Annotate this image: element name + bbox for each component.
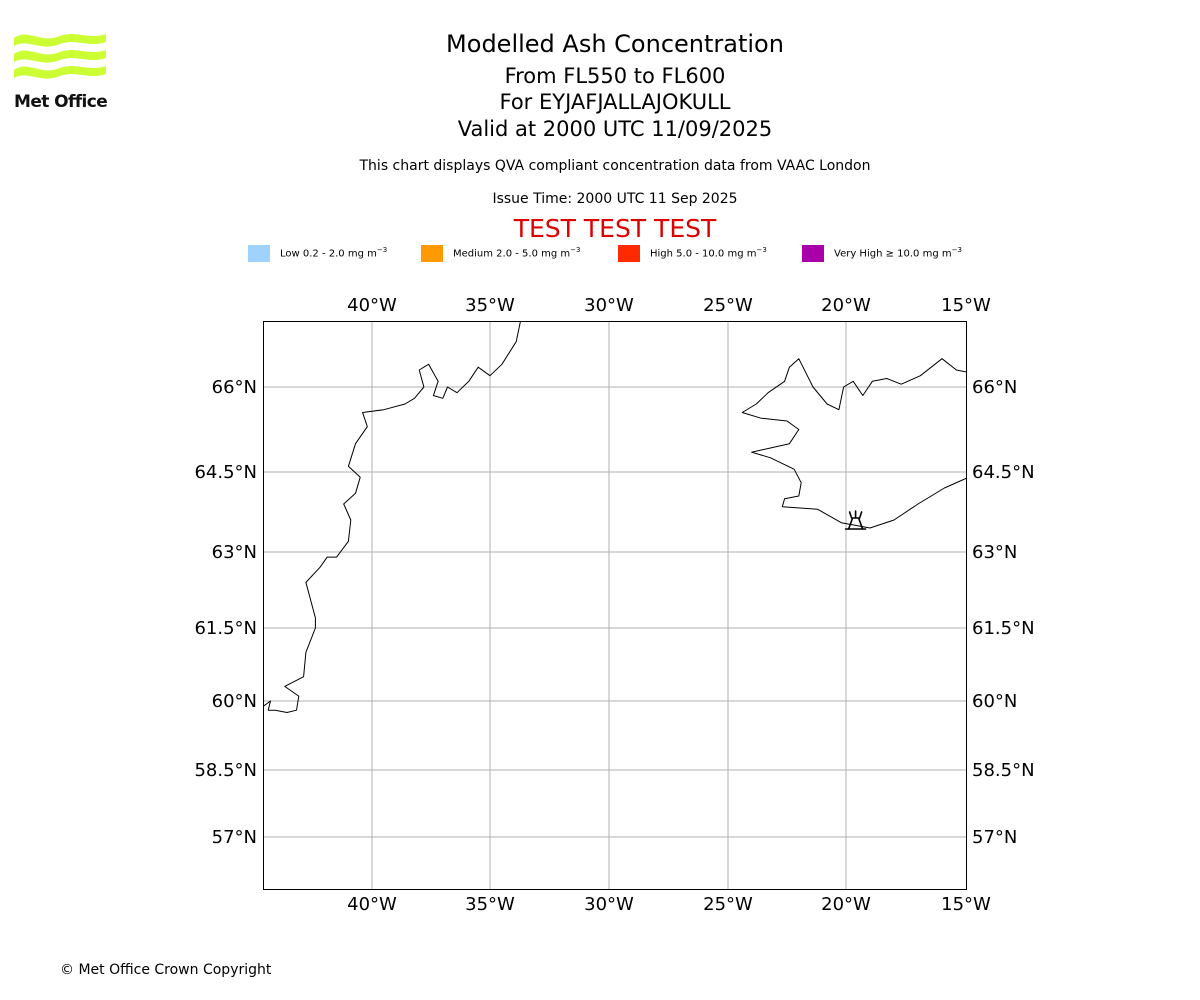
test-banner: TEST TEST TEST: [513, 214, 717, 243]
volcano-name-line: For EYJAFJALLAJOKULL: [499, 90, 731, 114]
lat-tick-label: 66°N: [212, 377, 257, 398]
map-frame: [263, 321, 967, 890]
met-office-waves-icon: [14, 34, 106, 79]
lat-tick-label: 57°N: [212, 827, 257, 848]
lon-tick-label: 15°W: [941, 894, 991, 915]
lat-tick-label: 60°N: [972, 691, 1017, 712]
issue-time: Issue Time: 2000 UTC 11 Sep 2025: [492, 191, 738, 207]
legend-label-medium: Medium 2.0 - 5.0 mg m−3: [453, 246, 581, 260]
greenland-coastline: [263, 321, 521, 713]
lon-tick-label: 15°W: [941, 295, 991, 316]
legend-label-high: High 5.0 - 10.0 mg m−3: [650, 246, 767, 260]
lon-tick-label: 40°W: [347, 295, 397, 316]
logo-text: Met Office: [14, 92, 108, 112]
legend-swatch-medium: [421, 245, 443, 262]
lon-tick-label: 20°W: [821, 295, 871, 316]
lat-tick-label: 58.5°N: [194, 760, 257, 781]
lat-tick-label: 61.5°N: [194, 618, 257, 639]
lat-tick-label: 60°N: [212, 691, 257, 712]
lat-tick-label: 57°N: [972, 827, 1017, 848]
copyright-notice: © Met Office Crown Copyright: [60, 962, 272, 978]
lon-tick-label: 25°W: [703, 894, 753, 915]
legend-swatch-very-high: [802, 245, 824, 262]
lat-tick-label: 58.5°N: [972, 760, 1035, 781]
lon-tick-label: 35°W: [465, 295, 515, 316]
map-tick-labels: 40°W 40°W 35°W 35°W 30°W 30°W 25°W 25°W 20°W 20°W…: [194, 295, 1034, 915]
lat-tick-label: 63°N: [972, 542, 1017, 563]
legend-label-low: Low 0.2 - 2.0 mg m−3: [280, 246, 388, 260]
lat-tick-label: 64.5°N: [194, 462, 257, 483]
lat-tick-label: 61.5°N: [972, 618, 1035, 639]
lon-tick-label: 25°W: [703, 295, 753, 316]
lat-tick-label: 63°N: [212, 542, 257, 563]
lon-tick-label: 35°W: [465, 894, 515, 915]
volcano-marker: [844, 510, 867, 530]
valid-time-line: Valid at 2000 UTC 11/09/2025: [457, 117, 773, 141]
iceland-coastline: [741, 358, 967, 529]
lon-tick-label: 20°W: [821, 894, 871, 915]
lon-tick-label: 30°W: [584, 295, 634, 316]
lon-tick-label: 40°W: [347, 894, 397, 915]
lon-tick-label: 30°W: [584, 894, 634, 915]
lat-tick-label: 66°N: [972, 377, 1017, 398]
legend-swatch-high: [618, 245, 640, 262]
met-office-logo: Met Office: [14, 30, 108, 112]
map-coastlines: [263, 321, 967, 713]
chart-title: Modelled Ash Concentration: [446, 30, 784, 58]
map-gridlines: [263, 321, 967, 890]
flight-level-range: From FL550 to FL600: [504, 64, 726, 88]
legend-swatch-low: [248, 245, 270, 262]
lat-tick-label: 64.5°N: [972, 462, 1035, 483]
volcano-icon-shape: [844, 510, 867, 530]
legend-label-very-high: Very High ≥ 10.0 mg m−3: [834, 246, 962, 260]
concentration-legend: Low 0.2 - 2.0 mg m−3 Medium 2.0 - 5.0 mg…: [0, 244, 1200, 264]
chart-description: This chart displays QVA compliant concen…: [359, 158, 871, 174]
volcano-icon: [844, 510, 867, 530]
